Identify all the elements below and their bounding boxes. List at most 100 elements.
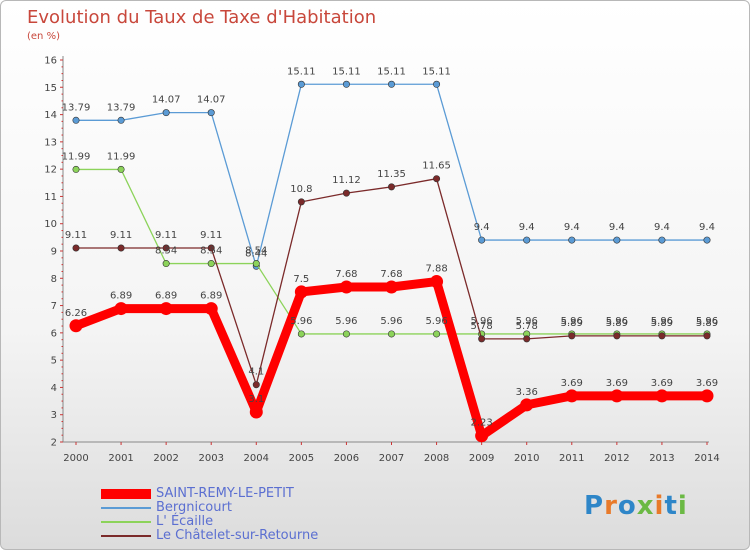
y-tick-label: 9	[51, 247, 57, 258]
data-label: 5.96	[696, 316, 718, 327]
data-point	[342, 189, 350, 197]
data-label: 10.8	[290, 184, 312, 195]
legend-swatch-saint-remy	[101, 489, 151, 499]
data-label: 5.78	[516, 321, 538, 332]
logo-letter: o	[617, 491, 637, 521]
data-point	[613, 332, 621, 340]
legend-item-chatelet[interactable]: Le Châtelet-sur-Retourne	[101, 529, 318, 543]
legend-swatch-ecaille	[101, 521, 151, 523]
data-label: 5.89	[561, 318, 583, 329]
x-tick-label: 2014	[694, 453, 719, 464]
data-label: 5.96	[425, 316, 447, 327]
legend-label-chatelet: Le Châtelet-sur-Retourne	[156, 528, 319, 543]
data-label: 6.89	[200, 291, 222, 302]
data-label: 15.11	[332, 66, 361, 77]
data-point	[703, 332, 711, 340]
data-point	[252, 260, 260, 268]
data-point	[114, 302, 128, 316]
data-label: 14.07	[152, 95, 181, 106]
y-tick-label: 16	[44, 56, 57, 67]
x-tick-label: 2008	[424, 453, 449, 464]
legend-label-saint-remy: SAINT-REMY-LE-PETIT	[156, 486, 294, 501]
data-point	[252, 381, 260, 389]
x-tick-label: 2002	[153, 453, 178, 464]
x-tick-label: 2006	[334, 453, 359, 464]
legend-swatch-chatelet	[101, 535, 151, 537]
data-label: 4.1	[248, 367, 264, 378]
data-point	[294, 285, 308, 299]
data-label: 6.89	[110, 291, 132, 302]
x-tick-label: 2003	[198, 453, 223, 464]
data-label: 5.96	[606, 316, 628, 327]
data-label: 3.1	[248, 394, 264, 405]
data-label: 8.54	[200, 246, 222, 257]
data-point	[385, 280, 398, 294]
data-point	[658, 332, 666, 340]
data-point	[568, 236, 576, 244]
data-label: 9.4	[474, 222, 490, 233]
legend-item-bergnicourt[interactable]: Bergnicourt	[101, 501, 318, 515]
data-point	[297, 330, 305, 338]
x-tick-label: 2010	[514, 453, 539, 464]
data-label: 15.11	[377, 66, 406, 77]
x-tick-label: 2011	[559, 453, 584, 464]
data-point	[204, 302, 218, 316]
data-point	[387, 330, 395, 338]
logo-letter: t	[664, 491, 678, 521]
data-label: 9.4	[654, 222, 670, 233]
legend-item-saint-remy[interactable]: SAINT-REMY-LE-PETIT	[101, 487, 318, 501]
data-point	[568, 332, 576, 340]
x-tick-label: 2009	[469, 453, 494, 464]
data-label: 7.68	[335, 269, 357, 280]
data-point	[430, 275, 444, 289]
chart-title: Evolution du Taux de Taxe d'Habitation	[27, 7, 377, 28]
data-label: 11.99	[107, 151, 136, 162]
y-tick-label: 3	[51, 410, 57, 421]
y-tick-label: 14	[44, 110, 57, 121]
data-label: 13.79	[62, 102, 91, 113]
data-label: 9.11	[65, 230, 87, 241]
data-point	[162, 260, 170, 268]
data-label: 7.68	[380, 269, 402, 280]
data-point	[342, 80, 350, 88]
data-label: 15.11	[287, 66, 316, 77]
data-point	[297, 198, 305, 206]
data-label: 6.26	[65, 308, 87, 319]
data-point	[433, 175, 441, 183]
data-label: 8.54	[245, 246, 267, 257]
data-point	[655, 389, 669, 403]
y-tick-label: 8	[51, 274, 57, 285]
y-tick-label: 11	[44, 192, 57, 203]
data-point	[207, 109, 215, 117]
data-point	[117, 165, 125, 173]
proxiti-logo: Proxiti	[584, 491, 688, 521]
data-label: 5.96	[471, 316, 493, 327]
data-point	[523, 236, 531, 244]
data-label: 5.89	[651, 318, 673, 329]
data-label: 5.78	[471, 321, 493, 332]
data-point	[565, 389, 579, 403]
data-label: 9.4	[699, 222, 715, 233]
x-tick-label: 2005	[289, 453, 314, 464]
y-tick-label: 5	[51, 356, 57, 367]
logo-letter: P	[584, 491, 605, 521]
y-tick-label: 12	[44, 165, 57, 176]
data-point	[339, 280, 353, 294]
y-tick-label: 15	[44, 83, 57, 94]
x-tick-label: 2013	[649, 453, 674, 464]
data-point	[72, 244, 80, 252]
legend-item-ecaille[interactable]: L' Écaille	[101, 515, 318, 529]
legend: SAINT-REMY-LE-PETIT Bergnicourt L' Écail…	[101, 487, 318, 543]
data-label: 8.44	[245, 248, 267, 259]
y-tick-label: 6	[51, 328, 57, 339]
data-label: 5.89	[606, 318, 628, 329]
data-label: 9.4	[609, 222, 625, 233]
data-point	[387, 80, 395, 88]
data-label: 2.23	[471, 418, 493, 429]
data-point	[207, 244, 215, 252]
data-label: 9.4	[519, 222, 535, 233]
data-point	[433, 330, 441, 338]
data-point	[520, 398, 534, 412]
y-tick-label: 4	[51, 383, 57, 394]
data-point	[162, 109, 170, 117]
